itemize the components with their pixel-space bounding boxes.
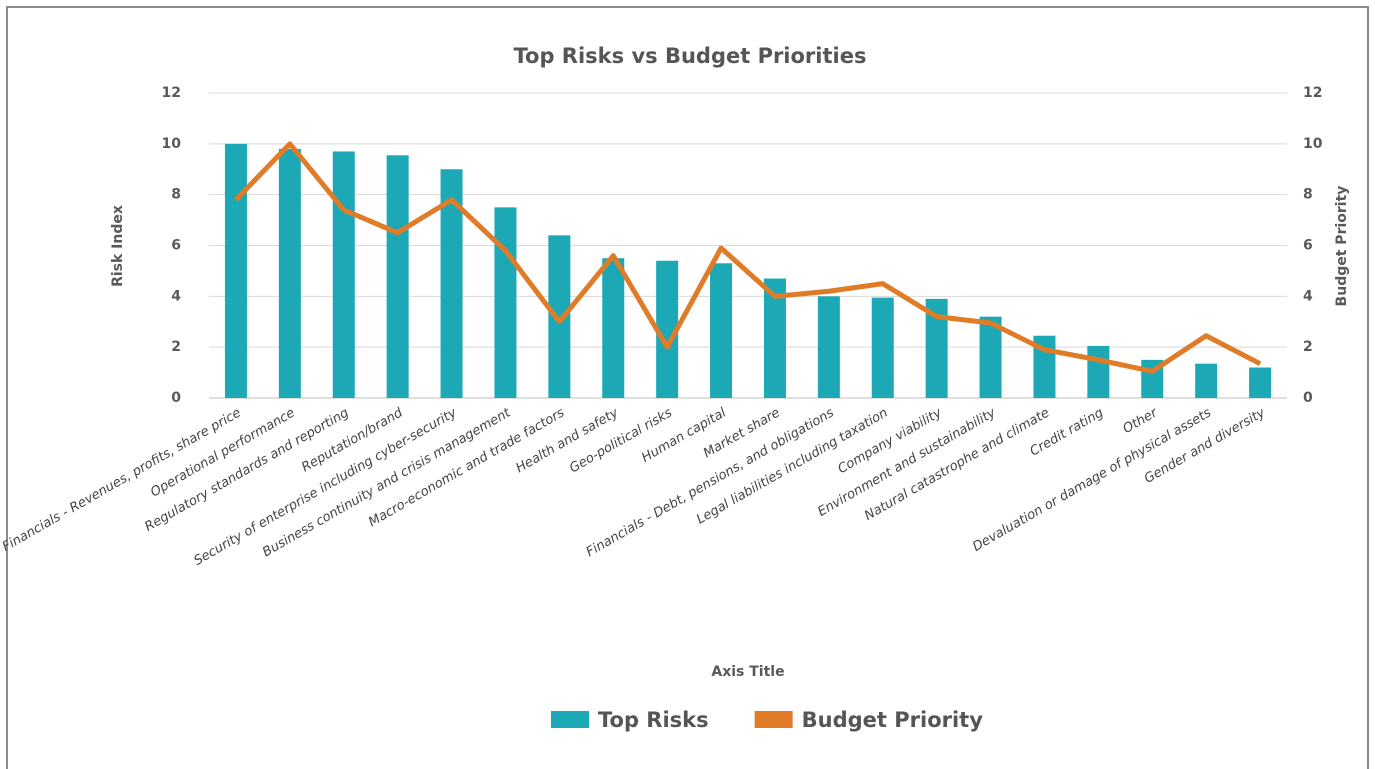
y2-tick-label: 12 [1303, 85, 1322, 101]
y-tick-label: 12 [162, 85, 181, 101]
bar [763, 278, 786, 398]
y2-tick-label: 4 [1303, 288, 1313, 304]
legend-swatch [551, 711, 589, 728]
legend-swatch [754, 711, 793, 728]
y2-tick-label: 10 [1303, 136, 1323, 152]
bar [817, 296, 840, 398]
bar [548, 235, 571, 398]
y2-tick-label: 6 [1303, 238, 1313, 254]
y-tick-label: 0 [171, 390, 181, 406]
y2-tick-label: 2 [1303, 339, 1313, 355]
bar [979, 316, 1002, 398]
bar [494, 207, 517, 398]
bar [656, 260, 679, 398]
bar [925, 298, 948, 398]
legend-label: Budget Priority [802, 708, 984, 732]
chart-frame [6, 6, 1369, 769]
y-tick-label: 4 [171, 288, 181, 304]
y2-axis-title: Budget Priority [1334, 186, 1350, 307]
bar [386, 155, 409, 398]
bar [1195, 363, 1218, 398]
bar [710, 263, 733, 398]
y-tick-label: 2 [171, 339, 181, 355]
x-axis-title: Axis Title [711, 664, 784, 680]
bar [278, 148, 301, 398]
line [234, 141, 1262, 374]
y2-tick-label: 8 [1303, 187, 1313, 203]
y-tick-label: 8 [171, 187, 181, 203]
y-tick-label: 10 [162, 136, 182, 152]
bar [332, 151, 355, 398]
bar [440, 169, 463, 398]
bar [224, 143, 247, 398]
y-axis-title: Risk Index [110, 205, 126, 287]
bar [1087, 345, 1110, 398]
bar [602, 258, 625, 398]
y-tick-label: 6 [171, 238, 181, 254]
chart-title: Top Risks vs Budget Priorities [514, 44, 867, 68]
bar [871, 297, 894, 398]
bar [1249, 367, 1272, 398]
legend-label: Top Risks [598, 708, 709, 732]
y2-tick-label: 0 [1303, 390, 1313, 406]
